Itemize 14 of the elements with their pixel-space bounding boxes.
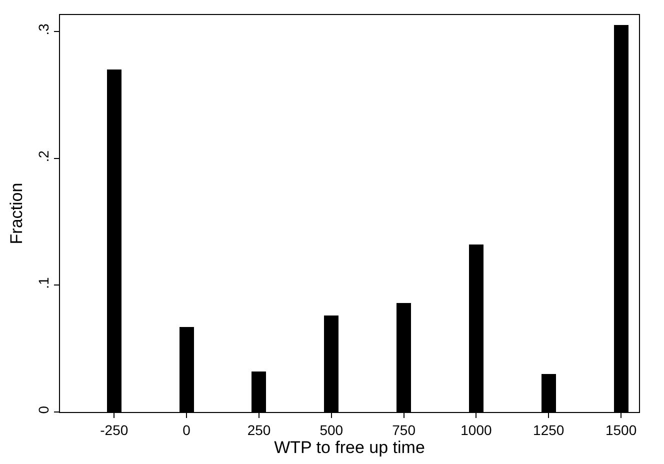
x-tick-label: 500: [320, 422, 344, 438]
x-tick-label: 1000: [460, 422, 492, 438]
y-tick-label: 0: [35, 406, 52, 414]
y-tick-label: .1: [35, 277, 52, 289]
x-tick-label: 250: [247, 422, 271, 438]
x-axis-title: WTP to free up time: [274, 438, 425, 458]
y-tick-label: .3: [35, 23, 52, 36]
y-axis-title: Fraction: [6, 182, 26, 244]
x-tick-label: 750: [392, 422, 416, 438]
x-tick-label: 1500: [605, 422, 637, 438]
y-tick-label: .2: [35, 150, 52, 162]
x-tick-label: 0: [182, 422, 191, 438]
x-tick-label: -250: [100, 422, 128, 438]
x-tick-label: 1250: [533, 422, 564, 438]
